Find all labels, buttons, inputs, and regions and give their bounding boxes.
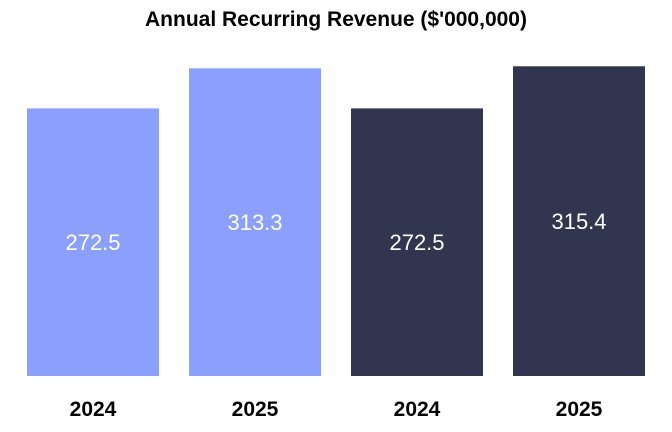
bar-value-label: 272.5 (389, 230, 444, 255)
x-tick-label: 2025 (556, 398, 603, 421)
x-tick-label: 2025 (232, 398, 279, 421)
x-tick-label: 2024 (70, 398, 117, 421)
bar-2025-2 (189, 68, 321, 376)
bar-value-label: 272.5 (65, 230, 120, 255)
bar-value-label: 313.3 (227, 210, 282, 235)
chart-title: Annual Recurring Revenue ($'000,000) (145, 8, 527, 31)
bar-2024-3 (351, 108, 483, 376)
x-tick-label: 2024 (394, 398, 441, 421)
bar-2024-1 (27, 108, 159, 376)
bar-value-label: 315.4 (551, 209, 606, 234)
bar-2025-4 (513, 66, 645, 377)
